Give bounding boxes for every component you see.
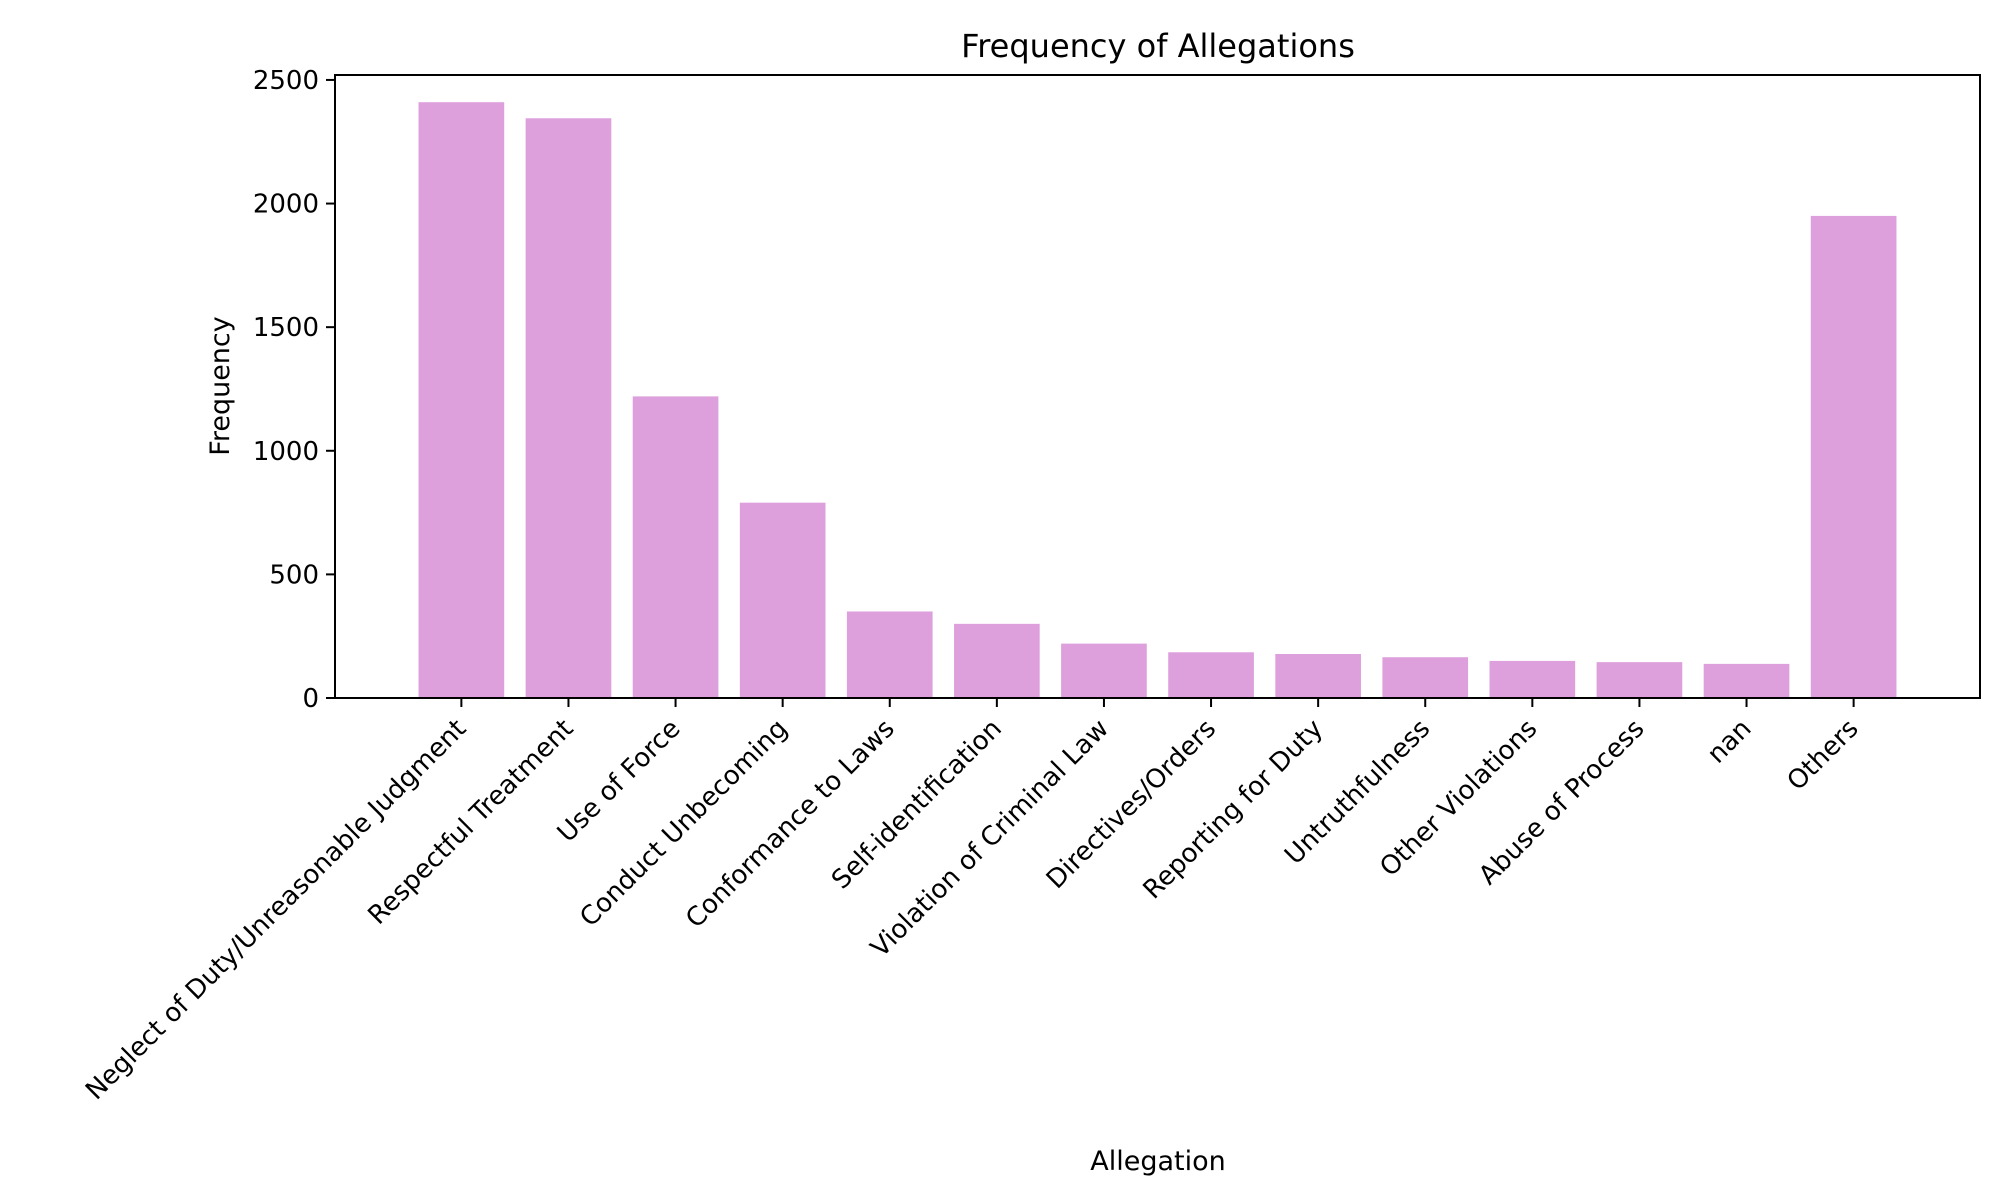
bar (1810, 215, 1897, 698)
bar (418, 102, 505, 698)
bar (632, 396, 719, 698)
y-axis: 0 500 1000 1500 2000 2500 (253, 66, 335, 714)
x-tick-label: Respectful Treatment (362, 714, 579, 931)
y-tick-label: 0 (302, 684, 319, 714)
bar (846, 611, 933, 698)
bar (1061, 643, 1147, 698)
bar (954, 623, 1040, 698)
bar (1382, 657, 1469, 698)
bars (418, 102, 1897, 698)
y-tick-label: 1500 (253, 313, 319, 343)
x-tick-label: Others (1782, 714, 1865, 797)
x-tick-label: Neglect of Duty/Unreasonable Judgment (80, 714, 472, 1106)
x-tick-label: Conduct Unbecoming (574, 714, 793, 933)
bar (1703, 663, 1790, 698)
y-tick-label: 500 (269, 560, 319, 590)
y-axis-label: Frequency (205, 316, 236, 456)
x-tick-label: Reporting for Duty (1138, 714, 1329, 905)
x-axis-label: Allegation (1090, 1146, 1226, 1177)
chart-title: Frequency of Allegations (961, 27, 1355, 65)
bar (1596, 662, 1683, 698)
x-axis: Neglect of Duty/Unreasonable JudgmentRes… (80, 698, 1865, 1106)
bar (1489, 660, 1576, 698)
x-tick-label: Conformance to Laws (680, 714, 900, 934)
y-tick-label: 2500 (253, 66, 319, 96)
y-tick-label: 2000 (253, 190, 319, 220)
bar (739, 502, 826, 698)
bar (1275, 653, 1361, 698)
x-tick-label: nan (1702, 714, 1758, 770)
plot-frame (334, 74, 1981, 699)
bar (525, 118, 612, 698)
bar (1168, 652, 1254, 698)
y-tick-label: 1000 (253, 437, 319, 467)
